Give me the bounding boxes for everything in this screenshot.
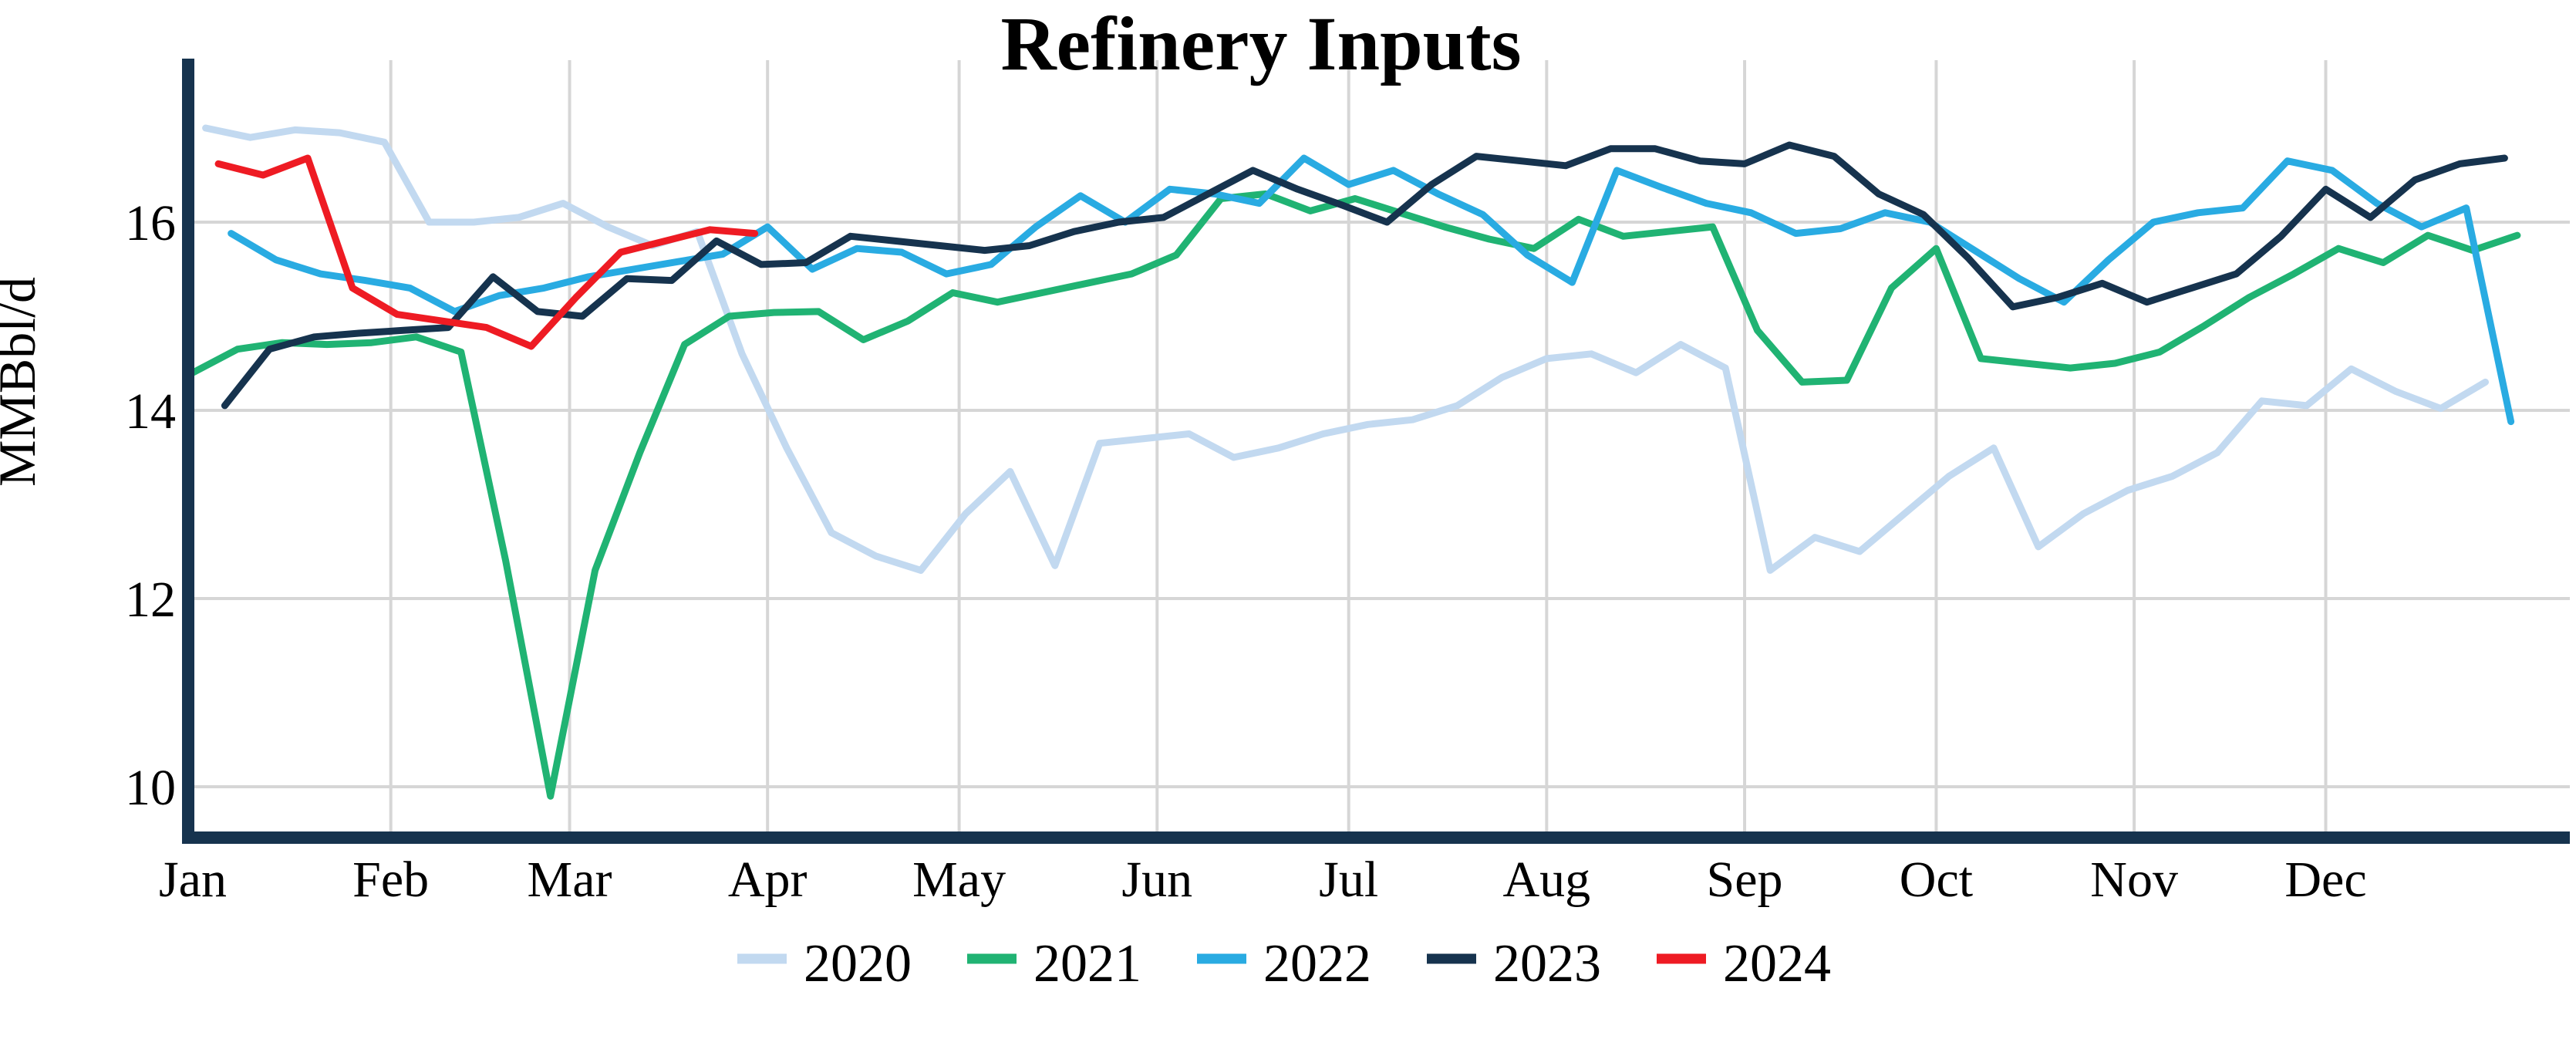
legend-label-2021: 2021 xyxy=(1033,934,1141,993)
series-line-2020 xyxy=(202,124,2489,574)
y-tick-label-16: 16 xyxy=(125,195,176,251)
axes xyxy=(182,59,2570,844)
x-tick-label-Jan: Jan xyxy=(159,852,227,908)
x-tick-label-Oct: Oct xyxy=(1900,852,1973,908)
x-tick-label-Aug: Aug xyxy=(1503,852,1591,908)
series-line-2022 xyxy=(228,154,2515,426)
x-tick-label-Sep: Sep xyxy=(1707,852,1783,908)
y-axis-label: MMBbl/d xyxy=(0,277,46,487)
legend: 2020 2021 2022 2023 2024 xyxy=(737,934,1831,993)
legend-item-2022: 2022 xyxy=(1197,934,1371,993)
legend-label-2020: 2020 xyxy=(804,934,912,993)
x-tick-label-Jun: Jun xyxy=(1121,852,1192,908)
y-tick-labels: 10 12 14 16 xyxy=(125,195,176,816)
legend-label-2022: 2022 xyxy=(1263,934,1371,993)
legend-item-2023: 2023 xyxy=(1427,934,1601,993)
series-line-2024 xyxy=(214,154,759,350)
legend-label-2024: 2024 xyxy=(1723,934,1831,993)
x-tick-label-Nov: Nov xyxy=(2090,852,2178,908)
series-line-2023 xyxy=(221,141,2508,410)
chart-title: Refinery Inputs xyxy=(1000,1,1521,86)
y-tick-label-10: 10 xyxy=(125,760,176,816)
x-tick-label-Jul: Jul xyxy=(1319,852,1378,908)
series-line-2021 xyxy=(189,190,2521,800)
legend-item-2024: 2024 xyxy=(1657,934,1831,993)
x-tick-label-May: May xyxy=(912,852,1006,908)
x-tick-labels: Jan Feb Mar Apr May Jun Jul Aug Sep Oct Nov Dec xyxy=(159,852,2367,908)
legend-item-2020: 2020 xyxy=(737,934,912,993)
y-tick-label-12: 12 xyxy=(125,572,176,628)
series-lines xyxy=(189,124,2521,800)
legend-label-2023: 2023 xyxy=(1493,934,1601,993)
x-tick-label-Feb: Feb xyxy=(352,852,429,908)
x-tick-label-Dec: Dec xyxy=(2284,852,2366,908)
x-tick-label-Apr: Apr xyxy=(728,852,808,908)
x-tick-label-Mar: Mar xyxy=(528,852,612,908)
y-tick-label-14: 14 xyxy=(125,383,176,440)
legend-item-2021: 2021 xyxy=(967,934,1141,993)
